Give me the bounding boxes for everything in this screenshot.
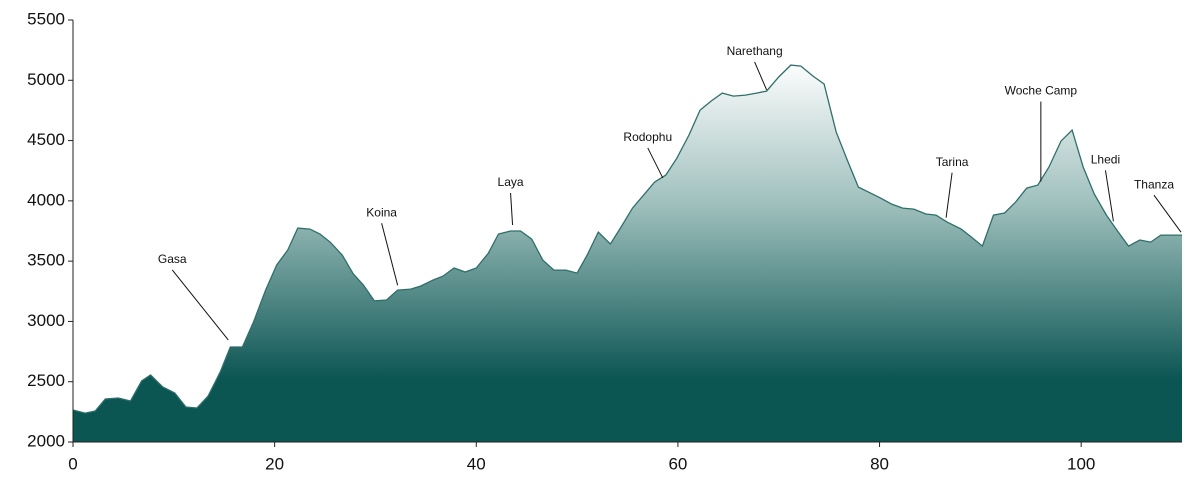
x-tick-label: 0	[68, 454, 77, 473]
x-tick-label: 100	[1067, 454, 1095, 473]
annotation-label: Laya	[498, 175, 524, 189]
x-tick-label: 60	[668, 454, 687, 473]
elevation-area	[73, 65, 1182, 442]
annotation-label: Rodophu	[623, 130, 672, 144]
annotation-leader	[754, 61, 768, 91]
x-tick-label: 40	[467, 454, 486, 473]
y-tick-label: 2500	[27, 371, 65, 390]
annotation-leader	[1104, 170, 1114, 222]
annotation-leader	[1153, 194, 1182, 233]
y-tick-label: 5500	[27, 9, 65, 28]
annotation-leader	[510, 192, 514, 226]
x-tick-label: 20	[265, 454, 284, 473]
annotation-leader	[381, 223, 399, 286]
annotation-leader	[647, 147, 664, 179]
x-tick-label: 80	[870, 454, 889, 473]
annotation-label: Woche Camp	[1005, 84, 1078, 98]
annotation-label: Koina	[366, 205, 397, 219]
annotation-label: Gasa	[158, 252, 187, 266]
y-tick-label: 3500	[27, 251, 65, 270]
y-tick-label: 4000	[27, 190, 65, 209]
y-tick-label: 5000	[27, 70, 65, 89]
elevation-line	[72, 64, 1182, 414]
annotation-leader	[171, 269, 229, 341]
annotation-label: Tarina	[936, 155, 969, 169]
y-tick-label: 4500	[27, 130, 65, 149]
annotation-label: Narethang	[727, 44, 783, 58]
y-tick-label: 2000	[27, 431, 65, 450]
annotation-leader	[945, 172, 953, 218]
y-tick-label: 3000	[27, 311, 65, 330]
annotation-label: Thanza	[1134, 177, 1174, 191]
annotation-label: Lhedi	[1091, 153, 1120, 167]
